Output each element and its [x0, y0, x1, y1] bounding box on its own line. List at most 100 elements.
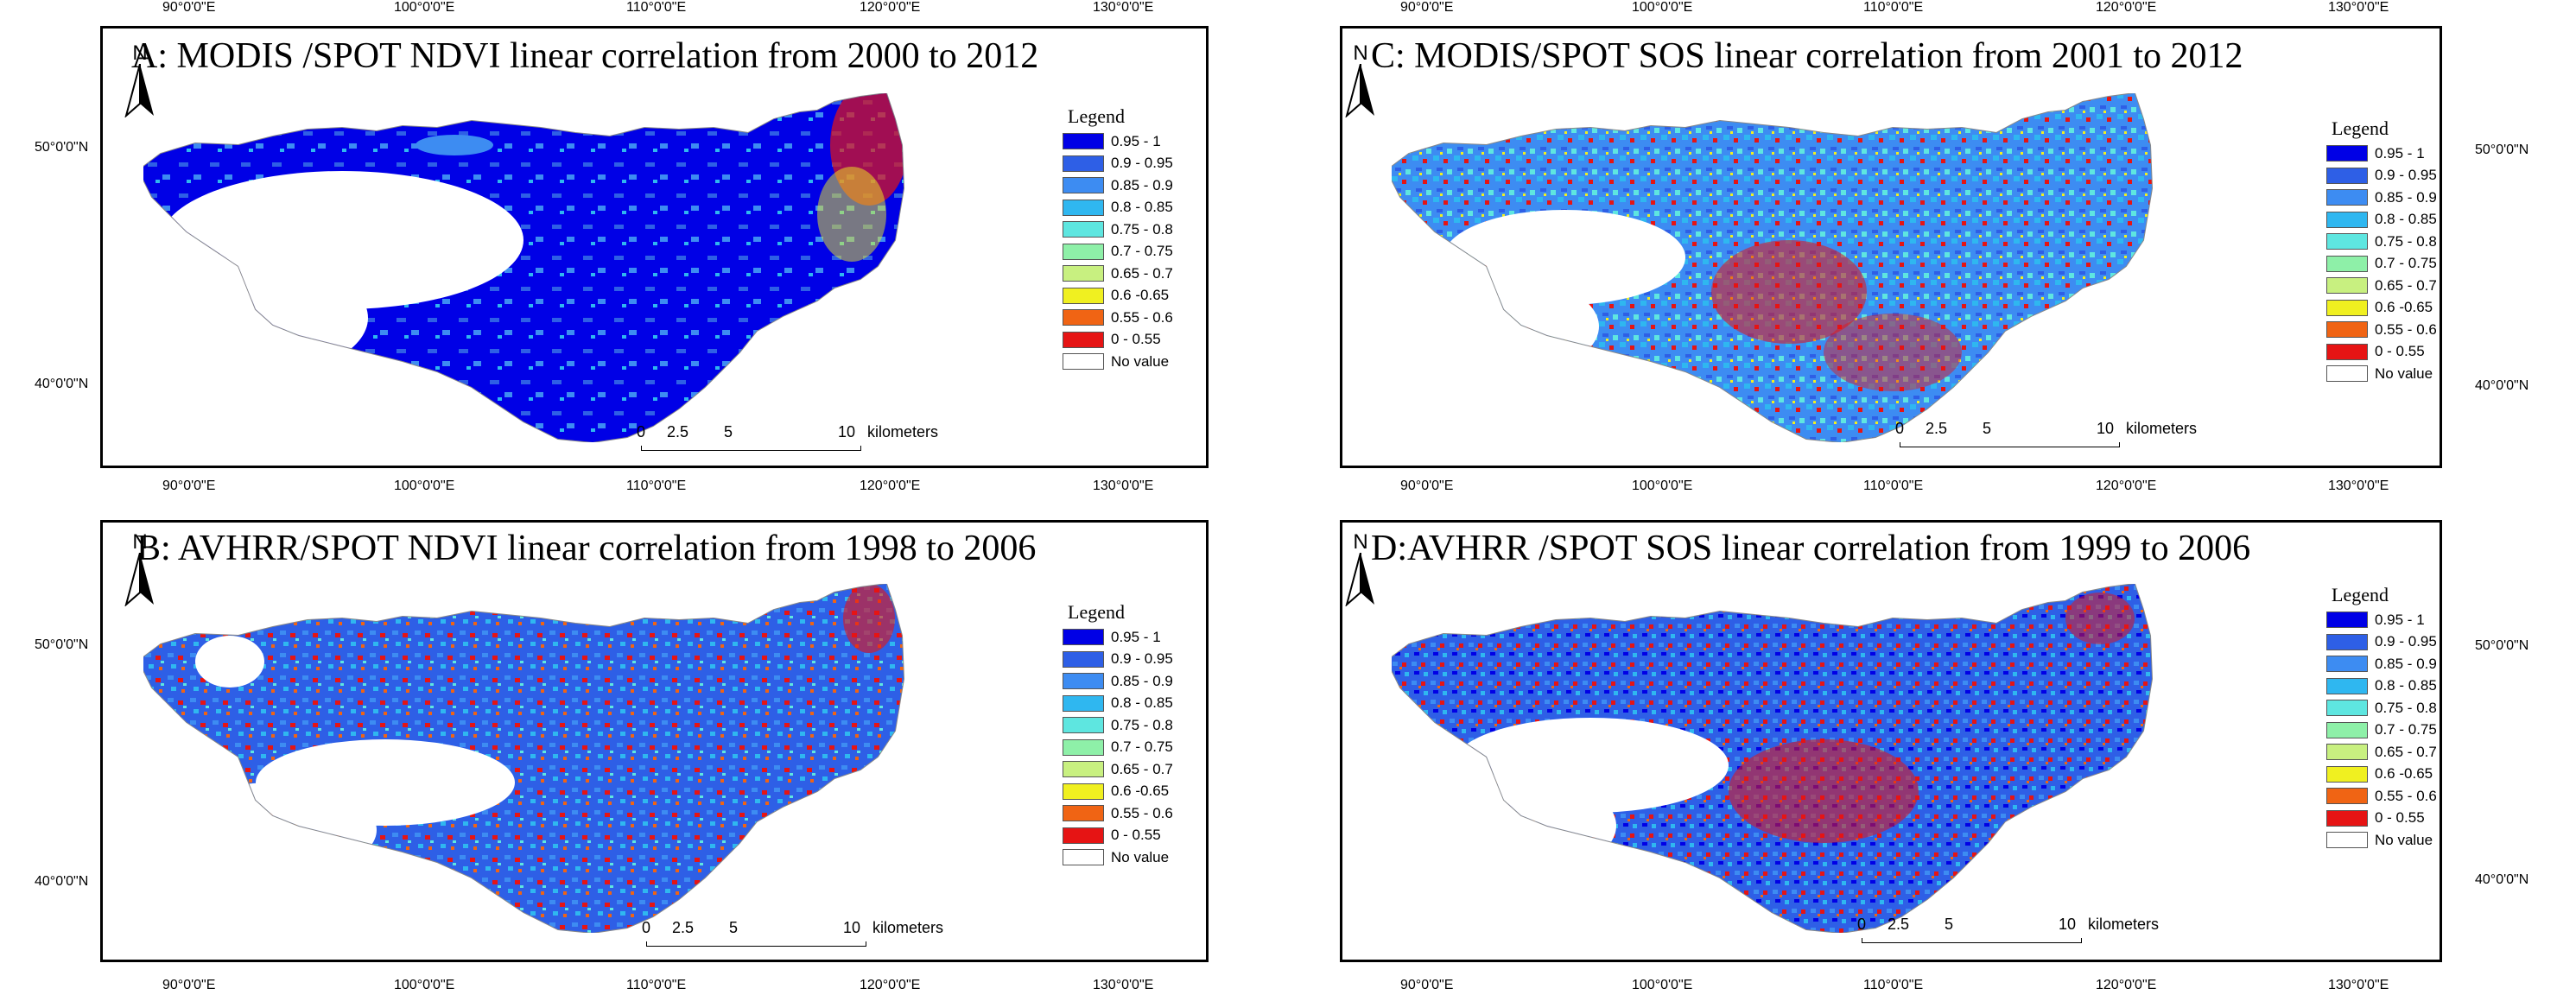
legend-item: 0.95 - 1 — [1063, 626, 1218, 649]
legend-swatch — [2326, 744, 2368, 761]
legend-label: 0.7 - 0.75 — [1111, 243, 1173, 260]
scale-tick-10: 10 — [843, 919, 861, 936]
scale-unit: kilometers — [872, 919, 944, 936]
scale-tick-2-5: 2.5 — [667, 423, 689, 440]
legend-title: Legend — [2332, 117, 2389, 139]
lon-label-120: 120°0'0"E — [2096, 478, 2157, 493]
legend-item: 0.85 - 0.9 — [2326, 653, 2482, 675]
legend: Legend 0.95 - 1 0.9 - 0.95 0.85 - 0.9 0.… — [1063, 601, 1218, 869]
legend-label: 0.55 - 0.6 — [2375, 787, 2437, 804]
legend-item: 0.75 - 0.8 — [1063, 714, 1218, 737]
legend-item: 0.75 - 0.8 — [1063, 219, 1218, 241]
lon-label-120: 120°0'0"E — [2096, 978, 2157, 992]
lat-label-50: 50°0'0"N — [35, 140, 89, 155]
lon-label-100: 100°0'0"E — [394, 978, 455, 992]
legend-item: 0.6 -0.65 — [2326, 764, 2482, 786]
scale-tick-0: 0 — [637, 423, 646, 440]
legend-label: 0.95 - 1 — [1111, 132, 1161, 149]
mongolia-plateau-map — [1392, 584, 2154, 933]
legend-item: 0.6 -0.65 — [2326, 297, 2482, 320]
legend-item: 0.55 - 0.6 — [2326, 785, 2482, 808]
legend-label: 0.6 -0.65 — [1111, 783, 1170, 800]
legend-label: 0.55 - 0.6 — [1111, 804, 1173, 821]
legend-label: 0.7 - 0.75 — [2375, 255, 2437, 272]
legend-item: 0 - 0.55 — [1063, 329, 1218, 352]
legend-label: 0.8 - 0.85 — [2375, 677, 2437, 694]
legend-swatch — [2326, 167, 2368, 184]
legend-swatch — [1063, 133, 1104, 150]
legend-swatch — [2326, 145, 2368, 162]
scale-tick-5: 5 — [1983, 420, 1992, 437]
legend-item: 0.55 - 0.6 — [1063, 802, 1218, 825]
lon-label-100: 100°0'0"E — [1632, 478, 1693, 493]
legend-item: 0 - 0.55 — [2326, 808, 2482, 830]
legend: Legend 0.95 - 1 0.9 - 0.95 0.85 - 0.9 0.… — [1063, 105, 1218, 373]
map-frame — [1340, 26, 2442, 468]
legend-item: 0.85 - 0.9 — [1063, 670, 1218, 693]
compass-letter: N — [1353, 530, 1368, 554]
lat-label-50: 50°0'0"N — [2475, 638, 2529, 653]
lon-label-120: 120°0'0"E — [2096, 0, 2157, 15]
legend: Legend 0.95 - 1 0.9 - 0.95 0.85 - 0.9 0.… — [2326, 117, 2482, 385]
compass: N — [121, 43, 159, 130]
legend-swatch — [1063, 243, 1104, 260]
mongolia-plateau-map — [1392, 93, 2154, 442]
legend-swatch — [2326, 788, 2368, 805]
legend-item: No value — [2326, 829, 2482, 852]
legend-item: 0.65 - 0.7 — [1063, 758, 1218, 781]
lon-label-90: 90°0'0"E — [162, 478, 216, 493]
legend-label: 0.55 - 0.6 — [2375, 320, 2437, 338]
legend-swatch — [1063, 849, 1104, 866]
legend-label: 0.75 - 0.8 — [1111, 716, 1173, 733]
scale-tick-10: 10 — [2059, 916, 2077, 933]
mongolia-plateau-map — [143, 93, 905, 442]
legend-swatch — [2326, 365, 2368, 383]
legend-label: 0.9 - 0.95 — [2375, 633, 2437, 650]
legend-label: No value — [1111, 352, 1170, 370]
legend-label: 0.85 - 0.9 — [1111, 176, 1173, 193]
legend-swatch — [2326, 299, 2368, 316]
legend-swatch — [1063, 287, 1104, 304]
panel-c: 90°0'0"E 100°0'0"E 110°0'0"E 120°0'0"E 1… — [1288, 0, 2576, 498]
legend-swatch — [2326, 211, 2368, 228]
scale-tick-10: 10 — [2097, 420, 2115, 437]
lat-label-50: 50°0'0"N — [35, 637, 89, 652]
compass-letter: N — [132, 41, 148, 65]
legend-item: 0.7 - 0.75 — [2326, 253, 2482, 276]
legend-label: 0.6 -0.65 — [1111, 287, 1170, 304]
legend-label: 0.75 - 0.8 — [2375, 699, 2437, 716]
north-arrow-icon — [124, 552, 154, 607]
legend-title: Legend — [2332, 584, 2389, 605]
map-frame — [100, 26, 1209, 468]
legend-label: 0.7 - 0.75 — [2375, 721, 2437, 738]
legend-item: 0.8 - 0.85 — [2326, 209, 2482, 231]
legend-swatch — [2326, 612, 2368, 629]
legend-item: 0.85 - 0.9 — [2326, 187, 2482, 209]
scale-bar: 0 2.5 5 10 kilometers — [638, 919, 943, 954]
legend-swatch — [1063, 155, 1104, 172]
scale-tick-5: 5 — [724, 423, 733, 440]
legend-item: 0.8 - 0.85 — [2326, 675, 2482, 698]
legend-label: No value — [2375, 364, 2433, 382]
north-arrow-icon — [124, 63, 154, 118]
legend-swatch — [1063, 650, 1104, 668]
legend-item: No value — [2326, 363, 2482, 385]
legend-swatch — [2326, 700, 2368, 717]
map-frame — [100, 520, 1209, 962]
mongolia-plateau-map — [143, 584, 905, 933]
lon-label-120: 120°0'0"E — [860, 478, 921, 493]
legend-swatch — [2326, 832, 2368, 849]
lon-label-90: 90°0'0"E — [162, 978, 216, 992]
compass: N — [1342, 43, 1380, 130]
lon-label-120: 120°0'0"E — [860, 978, 921, 992]
legend-swatch — [1063, 177, 1104, 194]
legend-swatch — [1063, 331, 1104, 348]
legend-swatch — [2326, 721, 2368, 738]
lon-label-130: 130°0'0"E — [2328, 0, 2389, 15]
legend-swatch — [2326, 809, 2368, 827]
legend-label: 0.8 - 0.85 — [2375, 211, 2437, 228]
legend-item: 0.95 - 1 — [2326, 609, 2482, 631]
legend-label: 0 - 0.55 — [2375, 343, 2425, 360]
lat-label-50: 50°0'0"N — [2475, 143, 2529, 157]
legend-swatch — [1063, 761, 1104, 778]
